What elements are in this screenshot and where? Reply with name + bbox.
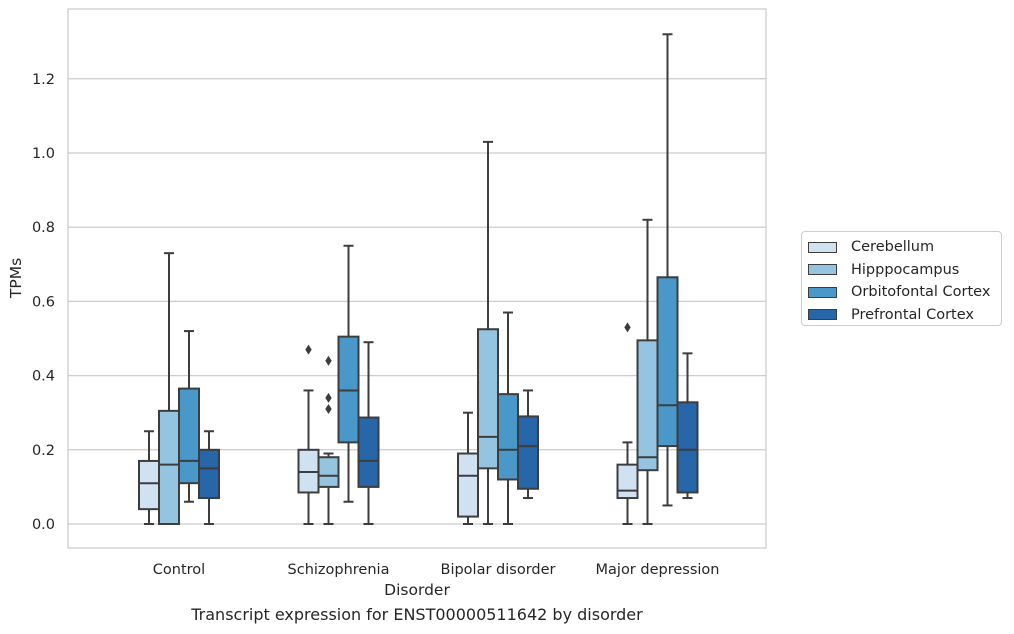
box [497,311,519,525]
legend-label: Hipppocampus [851,261,960,278]
box [656,33,679,507]
outlier-point [325,355,332,366]
box-iqr [616,463,639,500]
legend-item-hippocampus: Hipppocampus [808,259,1001,282]
legend-item-orbitofrontal-cortex: Orbitofontal Cortex [808,281,1001,304]
outlier-point [305,344,312,355]
box-iqr [517,415,539,490]
box [636,218,659,525]
y-axis-label: TPMs [7,258,25,299]
y-tick-label: 0.2 [32,443,55,459]
box-iqr [357,416,380,488]
box-iqr [656,276,679,448]
box [517,389,539,500]
box [477,140,499,525]
y-tick-label: 0.8 [32,220,55,236]
legend-item-prefrontal-cortex: Prefrontal Cortex [808,304,1001,327]
y-tick-label: 0.4 [32,369,55,385]
box-iqr [477,328,499,470]
legend-swatch [808,264,837,276]
legend-swatch [808,241,837,253]
box [676,352,699,500]
legend: Cerebellum Hipppocampus Orbitofontal Cor… [801,231,1002,326]
y-tick-label: 1.0 [32,146,55,162]
outlier-point [325,403,332,414]
legend-swatch [808,309,837,321]
box [317,355,340,525]
box-iqr [497,393,519,481]
box [297,344,320,525]
legend-label: Prefrontal Cortex [851,306,974,323]
y-tick-label: 0.6 [32,294,55,310]
box-iqr [198,448,220,500]
box [178,330,200,503]
x-tick-label: Schizophrenia [288,562,390,578]
x-tick-labels: Control Schizophrenia Bipolar disorder Majo… [153,562,720,578]
box-iqr [138,459,160,511]
legend-label: Orbitofontal Cortex [851,284,991,301]
box [198,430,220,525]
box-iqr [317,456,340,488]
box [616,322,639,525]
outlier-point [624,322,631,333]
y-tick-label: 1.2 [32,72,55,88]
box [158,252,180,525]
legend-swatch [808,286,837,298]
y-tick-label: 0.0 [32,517,55,533]
box-iqr [158,409,180,525]
box [138,430,160,525]
x-tick-label: Major depression [596,562,720,578]
box [337,244,360,503]
y-tick-labels: 0.0 0.2 0.4 0.6 0.8 1.0 1.2 [32,72,55,533]
box-iqr [178,387,200,485]
legend-item-cerebellum: Cerebellum [808,236,1001,259]
plot-frame [67,8,767,549]
x-axis-label: Disorder [384,581,450,599]
x-tick-label: Bipolar disorder [441,562,556,578]
x-tick-label: Control [153,562,205,578]
box-iqr [457,452,479,518]
outlier-point [325,392,332,403]
box [457,411,479,525]
box-iqr [636,339,659,472]
box-iqr [676,401,699,494]
legend-label: Cerebellum [851,239,935,256]
figure-caption: Transcript expression for ENST0000051164… [191,605,643,624]
box-series [138,33,699,525]
box [357,341,380,525]
